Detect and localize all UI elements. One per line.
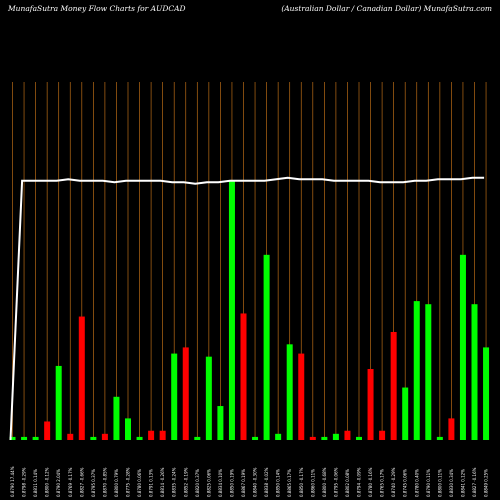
bar xyxy=(113,396,120,440)
x-tick-label: 0.8780 0.06% xyxy=(137,469,142,497)
bars xyxy=(9,180,490,441)
bar xyxy=(194,436,201,440)
bar xyxy=(240,313,247,440)
bar xyxy=(402,387,409,440)
x-tick-label: 0.8867 0.19% xyxy=(241,469,246,497)
bar xyxy=(21,436,28,440)
bar xyxy=(275,433,282,440)
bar xyxy=(78,316,85,440)
x-tick-label: 0.8798 -0.29% xyxy=(22,467,27,497)
bar xyxy=(171,353,178,440)
bar xyxy=(298,353,305,440)
bar xyxy=(32,436,39,440)
bar xyxy=(263,254,270,440)
bar xyxy=(321,436,328,440)
x-tick-label: 0.8860 0.11% xyxy=(310,469,315,497)
x-tick-label: 0.8870 -0.85% xyxy=(102,467,107,497)
x-tick-label: 0.8802 0.08% xyxy=(345,469,350,497)
bar xyxy=(309,436,316,440)
x-tick-label: 0.8850 0.14% xyxy=(276,469,281,497)
x-tick-label: 0.8825 0.06% xyxy=(206,469,211,497)
chart-header: MunafaSutra Money Flow Charts for AUDCAD… xyxy=(0,0,500,18)
x-tick-label: 0.8795 0.37% xyxy=(91,469,96,497)
x-tick-label: 0.8795 -0.06% xyxy=(333,467,338,497)
bar xyxy=(136,436,143,440)
x-tick-labels: 0.8790 17.44% 0.8798 -0.29% 0.8811 0.14% 0.… xyxy=(10,466,489,497)
bar xyxy=(286,344,293,440)
x-tick-label: 0.8790 2.04% xyxy=(56,469,61,497)
bar xyxy=(252,436,259,440)
bar xyxy=(125,418,131,440)
x-tick-label: 0.8811 0.14% xyxy=(33,469,38,497)
bar xyxy=(148,430,155,440)
bar xyxy=(9,436,16,440)
bar xyxy=(228,180,235,441)
x-tick-label: 0.8780 0.40% xyxy=(414,469,419,497)
bar xyxy=(217,406,224,440)
x-tick-label: 0.8800 -0.68% xyxy=(322,467,327,497)
x-tick-label: 0.8740 -0.29% xyxy=(391,467,396,497)
x-tick-label: 0.8827 -0.16% xyxy=(472,467,477,497)
bar xyxy=(182,347,189,440)
x-tick-label: 0.8790 0.11% xyxy=(426,469,431,497)
x-tick-label: 0.8800 0.79% xyxy=(114,469,119,497)
chart-title: MunafaSutra Money Flow Charts for AUDCAD xyxy=(8,4,186,13)
grid-lines xyxy=(12,82,487,440)
bar xyxy=(448,418,455,440)
x-tick-label: 0.8852 -0.19% xyxy=(183,467,188,497)
x-tick-label: 0.8775 -0.28% xyxy=(126,467,131,497)
price-line xyxy=(9,176,485,441)
x-tick-label: 0.8800 0.11% xyxy=(437,469,442,497)
bar xyxy=(425,304,432,440)
bar xyxy=(344,430,351,440)
x-tick-label: 0.8834 0.10% xyxy=(218,469,223,497)
x-tick-label: 0.8814 -0.26% xyxy=(160,467,165,497)
bar xyxy=(90,436,97,440)
bar xyxy=(379,430,386,440)
bar xyxy=(44,421,51,440)
x-tick-label: 0.8849 0.25% xyxy=(484,469,489,497)
chart-subtitle: (Australian Dollar / Canadian Dollar) Mu… xyxy=(281,4,492,13)
x-tick-label: 0.8769 -0.17% xyxy=(68,467,73,497)
x-tick-label: 0.8800 -0.12% xyxy=(45,467,50,497)
x-tick-label: 0.8780 -0.16% xyxy=(368,467,373,497)
bar xyxy=(356,436,362,440)
x-tick-label: 0.8790 17.44% xyxy=(10,466,15,497)
x-tick-label: 0.8835 -0.24% xyxy=(172,467,177,497)
bar xyxy=(332,433,339,440)
x-tick-label: 0.8830 0.34% xyxy=(449,469,454,497)
x-tick-label: 0.8840 -0.30% xyxy=(253,467,258,497)
x-tick-label: 0.8827 -0.66% xyxy=(79,467,84,497)
x-tick-label: 0.8838 -0.02% xyxy=(264,467,269,497)
x-tick-label: 0.8865 0.17% xyxy=(287,469,292,497)
x-tick-label: 0.8841 0.12% xyxy=(460,469,465,497)
bar xyxy=(459,254,466,440)
bar xyxy=(101,433,108,440)
x-tick-label: 0.8850 0.19% xyxy=(229,469,234,497)
bar xyxy=(390,331,397,440)
bar xyxy=(413,301,420,440)
x-tick-label: 0.8820 0.37% xyxy=(195,469,200,497)
x-tick-label: 0.8765 0.17% xyxy=(380,469,385,497)
bar xyxy=(205,356,212,440)
bar xyxy=(67,433,74,440)
x-tick-label: 0.8850 -0.17% xyxy=(299,467,304,497)
bar xyxy=(159,430,166,440)
bar xyxy=(471,304,478,440)
bar xyxy=(55,365,62,440)
x-tick-label: 0.8791 0.13% xyxy=(149,469,154,497)
price-line-path xyxy=(9,176,485,441)
bar xyxy=(483,347,490,440)
bar xyxy=(367,369,374,440)
bar xyxy=(436,436,443,440)
x-tick-label: 0.8745 0.06% xyxy=(403,469,408,497)
x-tick-label: 0.8794 -0.09% xyxy=(357,467,362,497)
